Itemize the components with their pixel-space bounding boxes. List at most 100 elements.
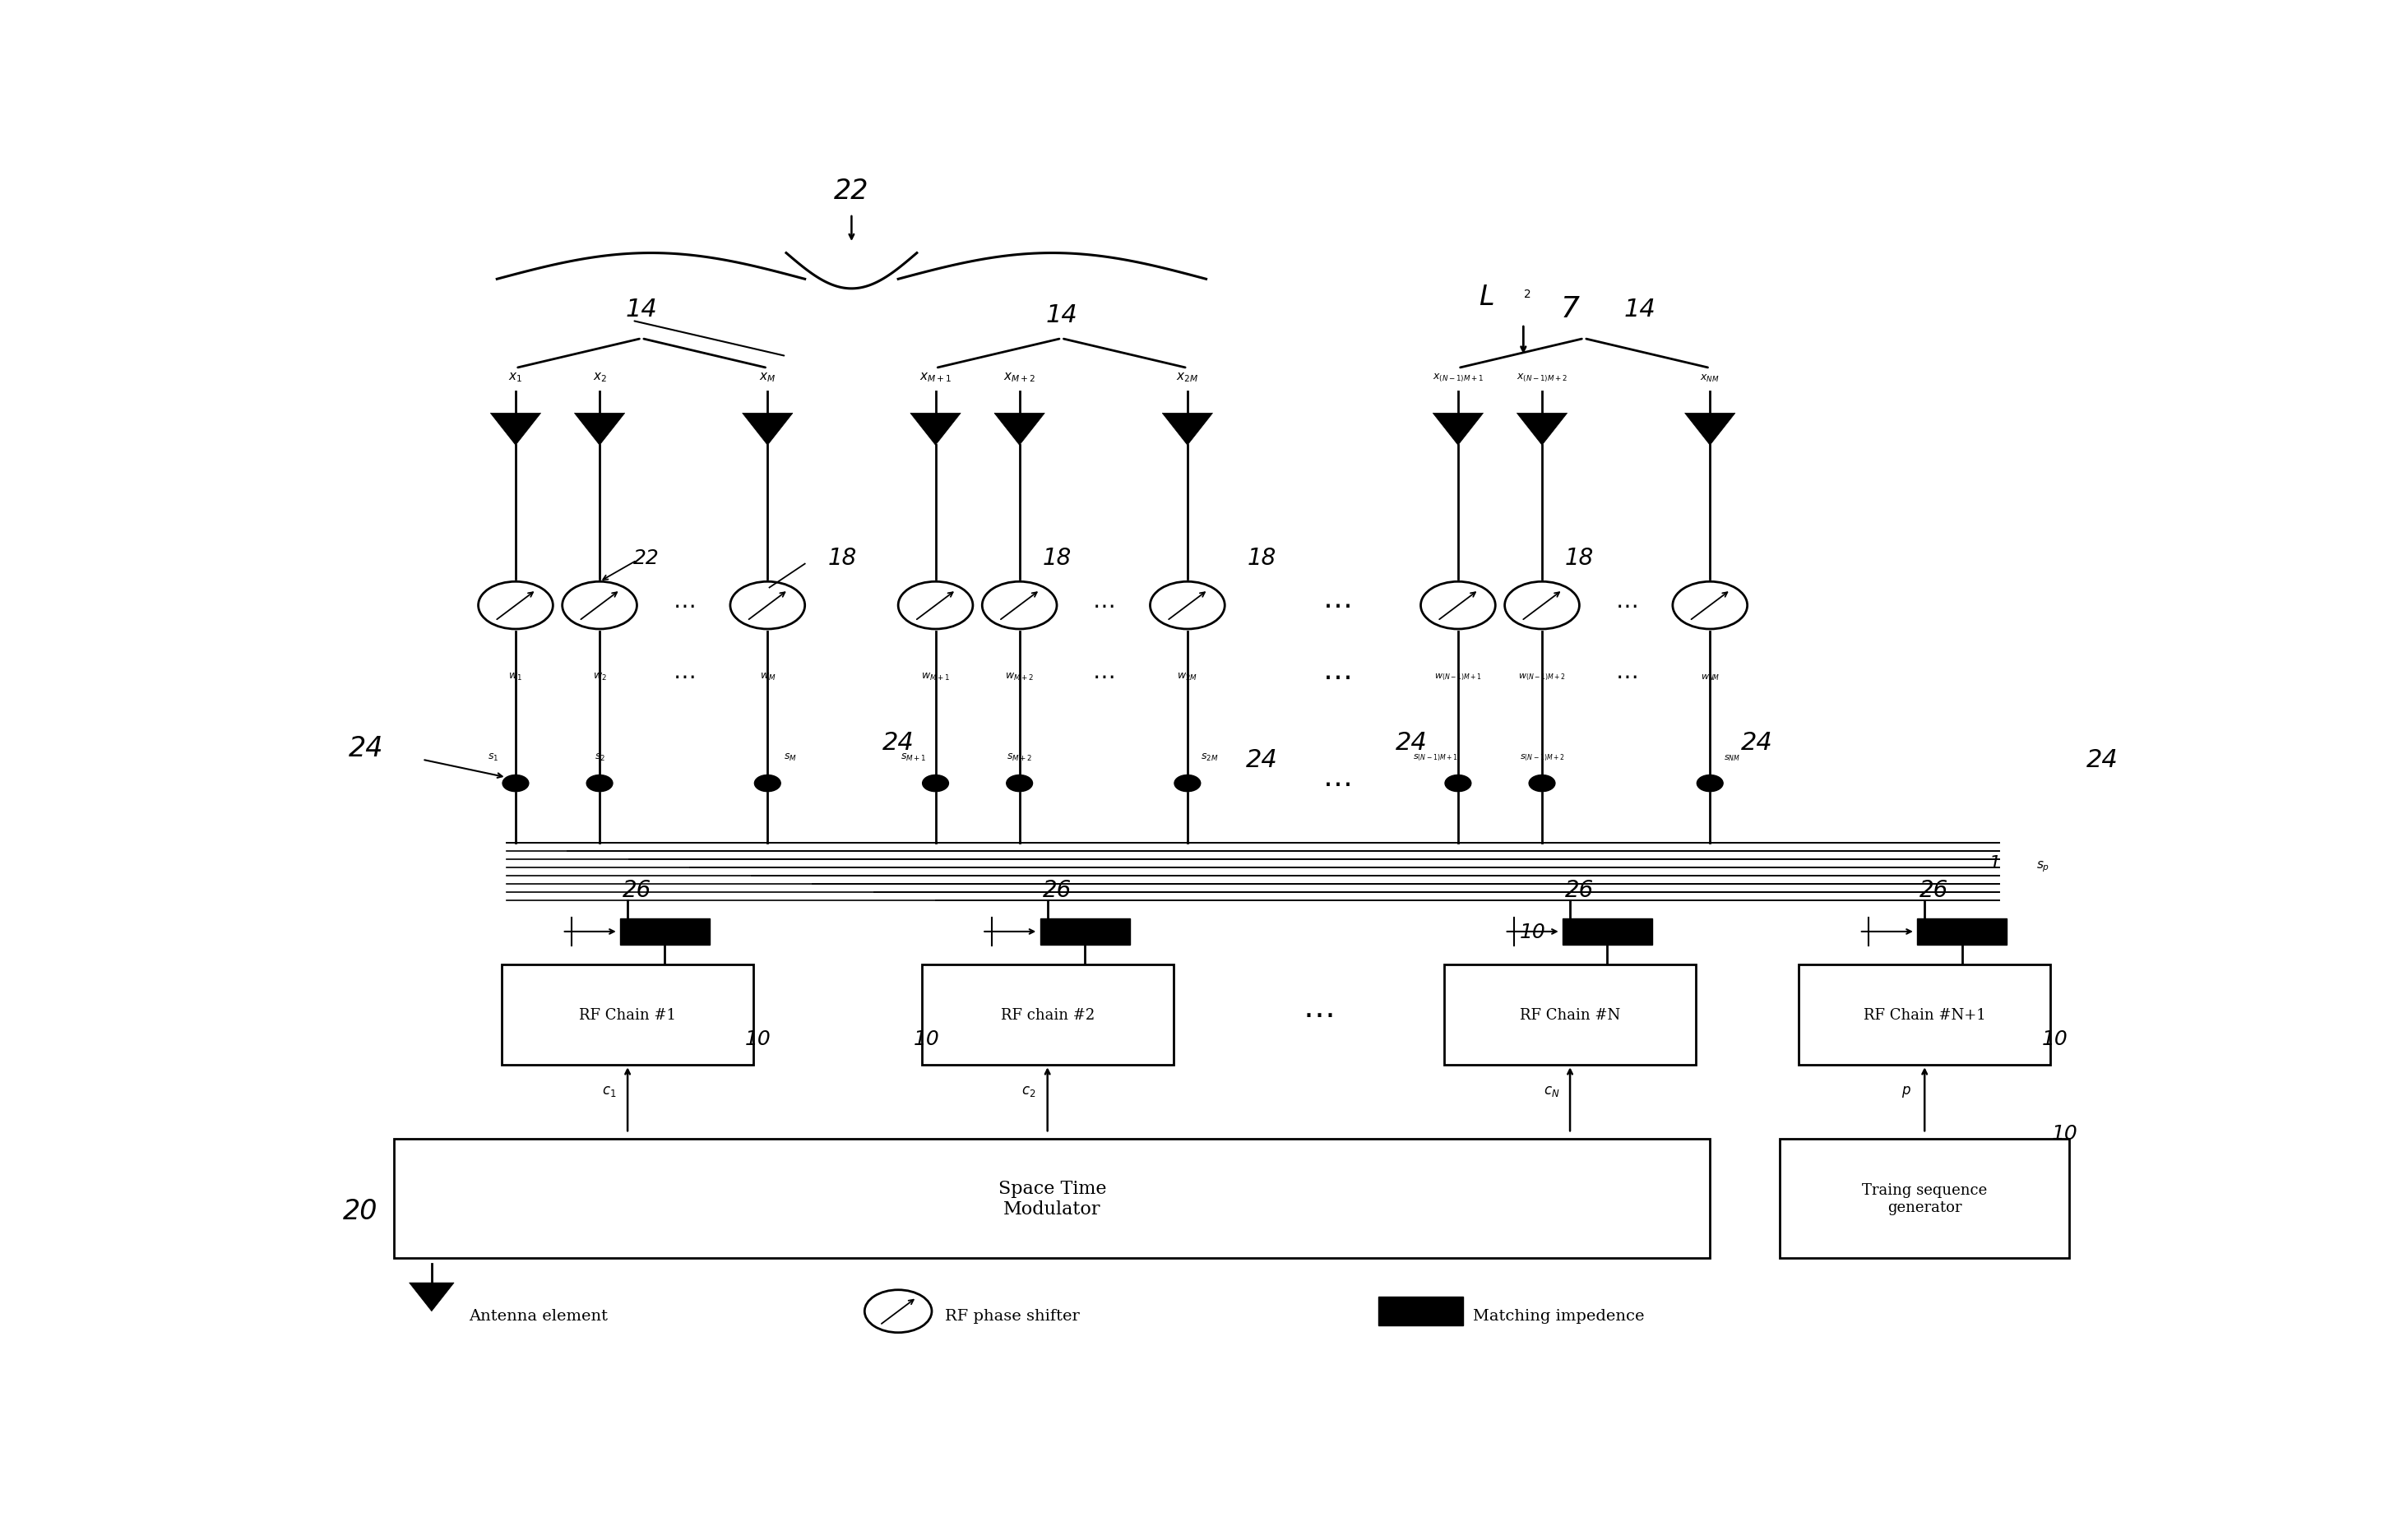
Text: 18: 18 (1043, 547, 1072, 570)
Text: $x_{M+1}$: $x_{M+1}$ (920, 371, 951, 383)
Text: $w_{M+2}$: $w_{M+2}$ (1004, 671, 1033, 682)
Text: 18: 18 (828, 547, 857, 570)
Circle shape (730, 582, 804, 630)
Text: $\cdots$: $\cdots$ (1322, 770, 1351, 798)
Text: $s_{(N-1)M+1}$: $s_{(N-1)M+1}$ (1413, 752, 1459, 762)
Circle shape (1529, 775, 1556, 792)
Text: 7: 7 (1560, 296, 1580, 323)
Text: 24: 24 (1741, 730, 1772, 755)
Bar (1445, 964, 1695, 1066)
Text: $\cdots$: $\cdots$ (1322, 591, 1351, 619)
Text: $c_N$: $c_N$ (1544, 1084, 1560, 1098)
Text: Matching impedence: Matching impedence (1474, 1309, 1645, 1323)
Text: $c_1$: $c_1$ (602, 1084, 616, 1098)
Text: $s_M$: $s_M$ (783, 752, 797, 762)
Circle shape (898, 582, 973, 630)
Text: $s_{M+1}$: $s_{M+1}$ (901, 752, 927, 762)
Text: 10: 10 (2042, 1029, 2068, 1049)
Text: $s_{(N-1)M+2}$: $s_{(N-1)M+2}$ (1519, 752, 1565, 762)
Text: 14: 14 (1045, 303, 1076, 326)
Text: $\cdots$: $\cdots$ (1093, 665, 1115, 688)
Text: $s_2$: $s_2$ (595, 752, 604, 762)
Polygon shape (995, 414, 1045, 445)
Text: 24: 24 (881, 730, 915, 755)
Text: $c_2$: $c_2$ (1021, 1084, 1035, 1098)
Polygon shape (491, 414, 542, 445)
Text: $\cdots$: $\cdots$ (1616, 665, 1637, 688)
Text: $\cdots$: $\cdots$ (1093, 594, 1115, 618)
Text: 22: 22 (833, 177, 869, 205)
Text: $w_{(N-1)M+1}$: $w_{(N-1)M+1}$ (1435, 671, 1481, 682)
Text: $p$: $p$ (1900, 1084, 1912, 1098)
Bar (1040, 919, 1129, 946)
Text: 10: 10 (2052, 1124, 2078, 1143)
Text: $\cdots$: $\cdots$ (672, 594, 694, 618)
Circle shape (1421, 582, 1495, 630)
Text: 24: 24 (349, 735, 383, 762)
Text: 26: 26 (1919, 879, 1948, 902)
Circle shape (1007, 775, 1033, 792)
Bar (1380, 1297, 1462, 1326)
Text: Space Time
Modulator: Space Time Modulator (997, 1180, 1105, 1218)
Circle shape (1151, 582, 1226, 630)
Text: 1: 1 (1989, 855, 2001, 872)
Polygon shape (576, 414, 624, 445)
Circle shape (922, 775, 949, 792)
Text: $w_{(N-1)M+2}$: $w_{(N-1)M+2}$ (1517, 671, 1565, 682)
Text: $s_{NM}$: $s_{NM}$ (1724, 753, 1741, 762)
Text: $x_{(N-1)M+2}$: $x_{(N-1)M+2}$ (1517, 373, 1568, 383)
Text: RF phase shifter: RF phase shifter (944, 1309, 1079, 1323)
Bar (501, 964, 754, 1066)
Text: $x_1$: $x_1$ (508, 371, 523, 383)
Text: $s_p$: $s_p$ (2037, 859, 2049, 873)
Text: RF Chain #N: RF Chain #N (1519, 1007, 1621, 1023)
Polygon shape (910, 414, 961, 445)
Polygon shape (1686, 414, 1736, 445)
Circle shape (864, 1291, 932, 1332)
Text: $w_1$: $w_1$ (508, 671, 523, 682)
Text: 26: 26 (621, 879, 653, 902)
Text: $x_{NM}$: $x_{NM}$ (1700, 373, 1719, 383)
Text: $s_{M+2}$: $s_{M+2}$ (1007, 752, 1033, 762)
Bar (922, 964, 1173, 1066)
Text: 14: 14 (626, 297, 657, 322)
Polygon shape (409, 1283, 455, 1312)
Circle shape (982, 582, 1057, 630)
Circle shape (479, 582, 554, 630)
Polygon shape (1517, 414, 1568, 445)
Text: $x_{M+2}$: $x_{M+2}$ (1004, 371, 1035, 383)
Text: $x_{(N-1)M+1}$: $x_{(N-1)M+1}$ (1433, 373, 1483, 383)
Polygon shape (1433, 414, 1483, 445)
Circle shape (1175, 775, 1202, 792)
Bar (1799, 964, 2052, 1066)
Circle shape (1698, 775, 1724, 792)
Text: 24: 24 (1397, 730, 1428, 755)
Text: 10: 10 (1519, 922, 1546, 942)
Polygon shape (1163, 414, 1214, 445)
Text: RF Chain #1: RF Chain #1 (578, 1007, 677, 1023)
Bar (1780, 1140, 2068, 1258)
Circle shape (1505, 582, 1580, 630)
Text: $w_2$: $w_2$ (592, 671, 607, 682)
Text: RF chain #2: RF chain #2 (999, 1007, 1096, 1023)
Bar (1563, 919, 1652, 946)
Circle shape (588, 775, 612, 792)
Text: RF Chain #N+1: RF Chain #N+1 (1864, 1007, 1987, 1023)
Text: 20: 20 (344, 1197, 378, 1224)
Circle shape (1674, 582, 1748, 630)
Circle shape (561, 582, 636, 630)
Text: $w_{NM}$: $w_{NM}$ (1700, 671, 1719, 682)
Text: L: L (1479, 283, 1493, 311)
Text: 18: 18 (1247, 547, 1276, 570)
Text: 10: 10 (744, 1029, 771, 1049)
Text: $w_{2M}$: $w_{2M}$ (1178, 671, 1197, 682)
Text: 18: 18 (1565, 547, 1594, 570)
Text: $w_{M+1}$: $w_{M+1}$ (920, 671, 951, 682)
Text: $x_{2M}$: $x_{2M}$ (1175, 371, 1199, 383)
Text: 22: 22 (633, 548, 660, 568)
Text: $^2$: $^2$ (1524, 290, 1531, 305)
Text: $\cdots$: $\cdots$ (1616, 594, 1637, 618)
Text: $s_{2M}$: $s_{2M}$ (1202, 752, 1218, 762)
Text: 10: 10 (913, 1029, 939, 1049)
Text: $\cdots$: $\cdots$ (1303, 999, 1334, 1030)
